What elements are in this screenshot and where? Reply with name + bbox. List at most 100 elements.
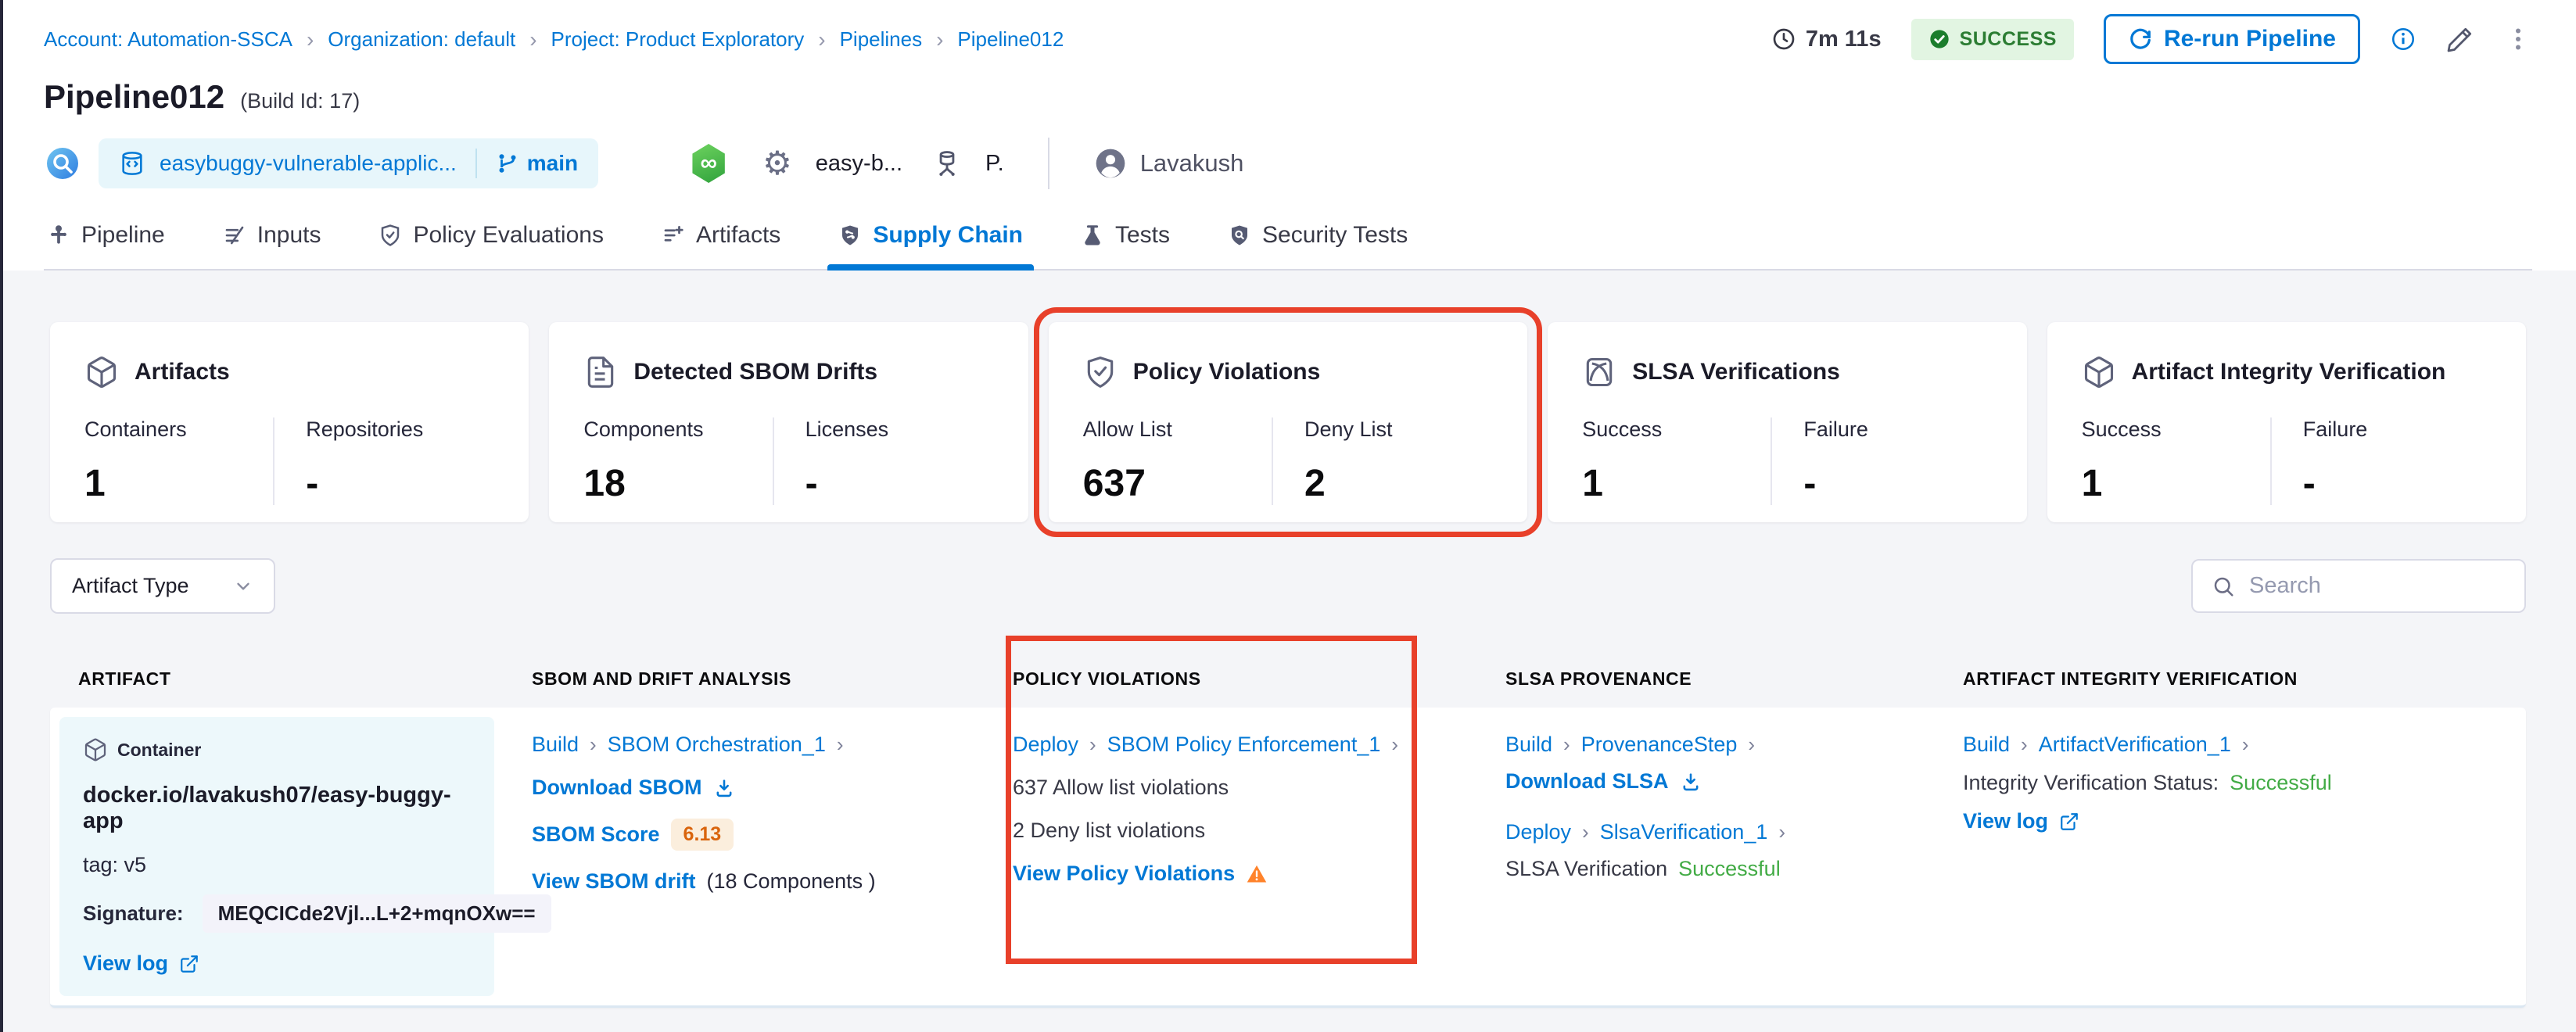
repository-icon xyxy=(119,150,145,177)
download-slsa-link[interactable]: Download SLSA xyxy=(1505,769,1669,793)
column-header-artifact: ARTIFACT xyxy=(78,668,171,689)
rerun-label: Re-run Pipeline xyxy=(2163,26,2336,52)
page-header: Account: Automation-SSCA › Organization:… xyxy=(0,0,2576,271)
integrity-verification-cell: Build › ArtifactVerification_1 › Integri… xyxy=(1935,708,2526,1005)
sbom-score-link[interactable]: SBOM Score xyxy=(532,822,660,846)
breadcrumb: Account: Automation-SSCA › Organization:… xyxy=(44,27,1064,52)
provenance-stage-link[interactable]: Build xyxy=(1505,733,1553,756)
warning-triangle-icon xyxy=(1246,863,1268,885)
refresh-icon xyxy=(2128,27,2153,52)
sbom-cell: Build › SBOM Orchestration_1 › Download … xyxy=(504,708,985,1005)
artifact-view-log-link[interactable]: View log xyxy=(83,951,471,976)
sbom-step-link[interactable]: SBOM Orchestration_1 xyxy=(607,733,826,756)
artifact-type-dropdown[interactable]: Artifact Type xyxy=(50,558,275,614)
view-log-label: View log xyxy=(83,951,169,975)
edit-pencil-icon[interactable] xyxy=(2446,25,2474,53)
slsa-verify-stage-link[interactable]: Deploy xyxy=(1505,820,1572,844)
breadcrumb-separator-icon: › xyxy=(529,27,537,52)
security-shield-icon xyxy=(1228,224,1251,247)
signature-label: Signature: xyxy=(83,901,184,925)
chevron-right-icon: › xyxy=(1089,733,1096,756)
chevron-down-icon xyxy=(233,576,253,597)
card-slsa-verifications: SLSA Verifications Success 1 Failure - xyxy=(1548,322,2027,522)
tab-policy-evaluations[interactable]: Policy Evaluations xyxy=(375,213,606,269)
tab-artifacts[interactable]: Artifacts xyxy=(658,213,784,269)
integrity-status-value: Successful xyxy=(2230,771,2332,794)
provenance-step-link[interactable]: ProvenanceStep xyxy=(1580,733,1738,756)
container-cube-icon xyxy=(83,737,108,762)
build-id: (Build Id: 17) xyxy=(240,89,361,113)
tab-bar: Pipeline Inputs Policy Evaluations Artif… xyxy=(44,213,2532,271)
column-header-policy-violations: POLICY VIOLATIONS xyxy=(1013,668,1201,689)
tab-pipeline[interactable]: Pipeline xyxy=(44,213,168,269)
stat-divider xyxy=(273,417,275,505)
branch-link[interactable]: main xyxy=(496,151,578,176)
triggered-by-user: Lavakush xyxy=(1093,146,1243,181)
table-row: Container docker.io/lavakush07/easy-bugg… xyxy=(50,708,2526,1008)
chevron-right-icon: › xyxy=(590,733,597,756)
tab-security-tests[interactable]: Security Tests xyxy=(1225,213,1411,269)
breadcrumb-organization[interactable]: Organization: default xyxy=(328,27,516,51)
integrity-view-log-link[interactable]: View log xyxy=(1963,809,2049,833)
slsa-provenance-cell: Build › ProvenanceStep › Download SLSA D… xyxy=(1477,708,1935,1005)
card-title: SLSA Verifications xyxy=(1632,359,1840,385)
slsa-verify-step-link[interactable]: SlsaVerification_1 xyxy=(1599,820,1768,844)
breadcrumb-pipelines[interactable]: Pipelines xyxy=(839,27,923,51)
integrity-stage-link[interactable]: Build xyxy=(1963,733,2011,756)
stat-divider xyxy=(1272,417,1273,505)
artifacts-table: ARTIFACT SBOM AND DRIFT ANALYSIS POLICY … xyxy=(50,636,2526,1008)
tab-tests[interactable]: Tests xyxy=(1078,213,1173,269)
policy-stage-link[interactable]: Deploy xyxy=(1013,733,1079,756)
kebab-menu-icon[interactable] xyxy=(2504,25,2532,53)
nav-edge-strip xyxy=(0,0,3,1032)
inputs-icon xyxy=(223,224,246,247)
sbom-score-badge: 6.13 xyxy=(670,819,734,851)
info-icon[interactable] xyxy=(2390,26,2416,52)
download-icon[interactable] xyxy=(713,777,735,799)
stat-divider xyxy=(772,417,774,505)
view-sbom-drift-link[interactable]: View SBOM drift xyxy=(532,869,696,893)
sbom-stage-link[interactable]: Build xyxy=(532,733,579,756)
stat-label: Success xyxy=(1582,417,1663,441)
repo-pill: easybuggy-vulnerable-applic... main xyxy=(99,138,599,188)
signature-value[interactable]: MEQCICde2Vjl...L+2+mqnOXw== xyxy=(202,894,551,933)
tab-label: Pipeline xyxy=(81,222,165,248)
stat-divider xyxy=(2269,417,2272,505)
stat-label: Failure xyxy=(2302,417,2368,441)
column-header-integrity: ARTIFACT INTEGRITY VERIFICATION xyxy=(1963,668,2298,689)
chevron-right-icon: › xyxy=(1391,733,1399,756)
breadcrumb-account[interactable]: Account: Automation-SSCA xyxy=(44,27,292,51)
infinity-glyph: ∞ xyxy=(700,150,717,176)
supply-chain-panel: Artifacts Containers 1 Repositories - D xyxy=(0,307,2576,1008)
slsa-verification-status: Successful xyxy=(1678,857,1781,880)
status-badge: SUCCESS xyxy=(1910,18,2074,60)
flask-icon xyxy=(1081,224,1104,247)
tab-inputs[interactable]: Inputs xyxy=(220,213,325,269)
tab-label: Tests xyxy=(1115,222,1171,248)
breadcrumb-pipeline012[interactable]: Pipeline012 xyxy=(957,27,1064,51)
stat-value: 637 xyxy=(1082,463,1146,504)
artifact-image-name: docker.io/lavakush07/easy-buggy-app xyxy=(83,783,451,833)
breadcrumb-separator-icon: › xyxy=(936,27,944,52)
service-name[interactable]: easy-b... xyxy=(815,150,903,176)
trigger-abbrev[interactable]: P. xyxy=(985,150,1004,176)
card-sbom-drifts: Detected SBOM Drifts Components 18 Licen… xyxy=(549,322,1028,522)
column-header-slsa: SLSA PROVENANCE xyxy=(1505,668,1692,689)
download-sbom-link[interactable]: Download SBOM xyxy=(532,776,702,799)
view-policy-violations-link[interactable]: View Policy Violations xyxy=(1013,862,1236,885)
integrity-step-link[interactable]: ArtifactVerification_1 xyxy=(2038,733,2231,756)
download-icon[interactable] xyxy=(1680,771,1702,793)
rerun-pipeline-button[interactable]: Re-run Pipeline xyxy=(2103,14,2360,64)
stat-label: Deny List xyxy=(1304,417,1393,441)
card-artifact-integrity: Artifact Integrity Verification Success … xyxy=(2047,322,2526,522)
tab-label: Security Tests xyxy=(1262,222,1408,248)
tab-supply-chain[interactable]: Supply Chain xyxy=(827,213,1034,271)
clock-icon xyxy=(1771,27,1796,52)
breadcrumb-project[interactable]: Project: Product Exploratory xyxy=(551,27,805,51)
stat-value: 18 xyxy=(583,463,626,504)
repo-name-link[interactable]: easybuggy-vulnerable-applic... xyxy=(160,151,457,175)
policy-step-link[interactable]: SBOM Policy Enforcement_1 xyxy=(1107,733,1381,756)
tab-label: Artifacts xyxy=(695,222,781,248)
search-input[interactable] xyxy=(2249,573,2506,599)
stat-label: Allow List xyxy=(1082,417,1172,441)
